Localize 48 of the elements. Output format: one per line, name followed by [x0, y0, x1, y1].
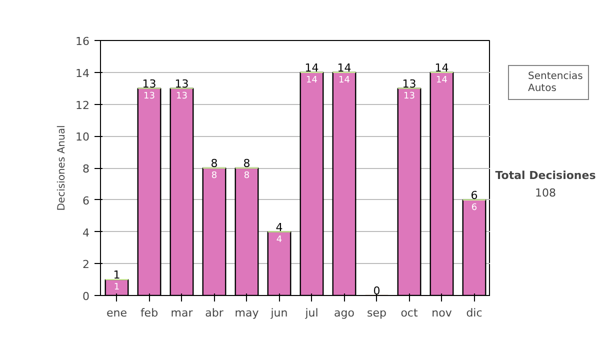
x-tick-label: sep: [367, 306, 387, 320]
y-tick-label: 2: [82, 258, 90, 272]
x-tick-label: nov: [432, 306, 452, 320]
x-tick-label: may: [234, 306, 260, 320]
total-label: 14: [434, 61, 449, 74]
y-tick-label: 8: [82, 162, 90, 176]
total-label: 4: [276, 220, 283, 234]
x-tick-label: ago: [334, 306, 355, 320]
x-tick-label: ene: [106, 306, 128, 320]
y-tick-label: 16: [76, 35, 90, 48]
y-tick-label: 14: [76, 66, 90, 80]
y-tick-label: 10: [76, 130, 90, 144]
x-tick-label: abr: [205, 306, 224, 320]
total-label: 13: [402, 77, 416, 90]
data-label: 6: [471, 202, 478, 213]
x-tick-label: jun: [270, 306, 288, 320]
data-label: 14: [436, 75, 448, 86]
data-label: 13: [404, 91, 415, 102]
x-tick-label: mar: [170, 306, 194, 320]
data-label: 8: [244, 171, 250, 181]
data-label: 14: [338, 75, 350, 86]
data-label: 14: [306, 75, 318, 86]
text: 108: [535, 186, 556, 200]
total-label: 8: [243, 157, 250, 170]
data-label: 13: [176, 91, 188, 102]
text: Autos: [528, 83, 556, 94]
x-tick-label: dic: [466, 306, 482, 320]
x-tick-label: feb: [140, 306, 158, 320]
total-label: 13: [142, 77, 156, 90]
total-label: 14: [304, 61, 319, 74]
y-tick-label: 0: [82, 290, 90, 303]
x-tick-label: oct: [400, 306, 418, 320]
data-label: 8: [211, 171, 218, 181]
data-label: 13: [144, 91, 155, 102]
y-axis-title: Decisiones Anual: [56, 125, 68, 211]
text: Total Decisiones: [495, 169, 596, 182]
y-tick-label: 6: [82, 194, 90, 208]
total-label: 8: [210, 157, 218, 170]
total-label: 13: [174, 77, 189, 90]
data-label: 4: [276, 234, 282, 245]
total-label: 14: [337, 61, 352, 74]
total-label: 6: [470, 188, 478, 202]
y-tick-label: 4: [82, 226, 90, 240]
text: Sentencias: [528, 71, 583, 82]
x-tick-label: jul: [304, 306, 318, 320]
y-tick-label: 12: [76, 98, 90, 112]
data-label: 1: [114, 282, 120, 293]
total-label: 1: [113, 268, 120, 282]
